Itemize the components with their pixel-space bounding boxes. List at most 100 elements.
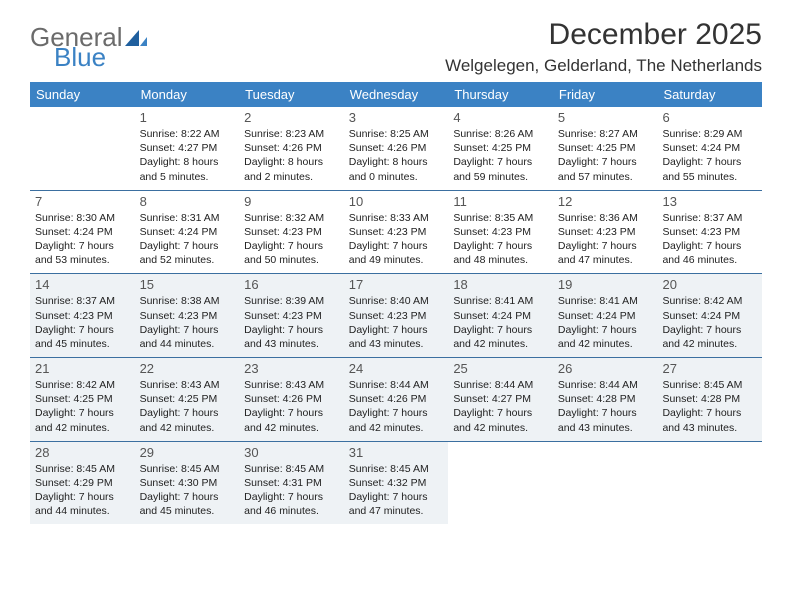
day-number: 17 (349, 277, 444, 292)
calendar-grid: SundayMondayTuesdayWednesdayThursdayFrid… (30, 82, 762, 524)
month-title: December 2025 (445, 18, 762, 52)
day-info: Sunrise: 8:37 AMSunset: 4:23 PMDaylight:… (35, 294, 130, 351)
calendar-day-cell: 9 Sunrise: 8:32 AMSunset: 4:23 PMDaylight… (239, 191, 344, 274)
calendar-day-cell: 16Sunrise: 8:39 AMSunset: 4:23 PMDayligh… (239, 274, 344, 357)
day-info: Sunrise: 8:26 AMSunset: 4:25 PMDaylight:… (453, 127, 548, 184)
day-info: Sunrise: 8:41 AMSunset: 4:24 PMDaylight:… (453, 294, 548, 351)
calendar-day-cell: 5 Sunrise: 8:27 AMSunset: 4:25 PMDaylight… (553, 107, 658, 190)
calendar-day-cell (553, 442, 658, 525)
calendar-day-cell: 24 Sunrise: 8:44 AMSunset: 4:26 PMDayligh… (344, 358, 449, 441)
day-info: Sunrise: 8:45 AMSunset: 4:32 PMDaylight:… (349, 462, 444, 519)
day-number: 5 (558, 110, 653, 125)
day-number: 3 (349, 110, 444, 125)
calendar-day-cell: 20Sunrise: 8:42 AMSunset: 4:24 PMDayligh… (657, 274, 762, 357)
day-info: Sunrise: 8:42 AMSunset: 4:25 PMDaylight:… (35, 378, 130, 435)
day-number: 15 (140, 277, 235, 292)
weekday-header: Sunday (30, 82, 135, 107)
location-text: Welgelegen, Gelderland, The Netherlands (445, 56, 762, 76)
day-info: Sunrise: 8:25 AMSunset: 4:26 PMDaylight:… (349, 127, 444, 184)
day-info: Sunrise: 8:37 AMSunset: 4:23 PMDaylight:… (662, 211, 757, 268)
weekday-header: Tuesday (239, 82, 344, 107)
day-info: Sunrise: 8:29 AMSunset: 4:24 PMDaylight:… (662, 127, 757, 184)
day-number: 28 (35, 445, 130, 460)
day-info: Sunrise: 8:45 AMSunset: 4:30 PMDaylight:… (140, 462, 235, 519)
calendar-day-cell: 31 Sunrise: 8:45 AMSunset: 4:32 PMDayligh… (344, 442, 449, 525)
title-block: December 2025 Welgelegen, Gelderland, Th… (445, 18, 762, 76)
day-number: 22 (140, 361, 235, 376)
day-number: 2 (244, 110, 339, 125)
day-info: Sunrise: 8:35 AMSunset: 4:23 PMDaylight:… (453, 211, 548, 268)
day-info: Sunrise: 8:43 AMSunset: 4:25 PMDaylight:… (140, 378, 235, 435)
day-info: Sunrise: 8:23 AMSunset: 4:26 PMDaylight:… (244, 127, 339, 184)
weekday-header: Friday (553, 82, 658, 107)
calendar-day-cell: 7Sunrise: 8:30 AMSunset: 4:24 PMDaylight… (30, 191, 135, 274)
calendar-day-cell: 30Sunrise: 8:45 AMSunset: 4:31 PMDayligh… (239, 442, 344, 525)
calendar-day-cell: 25 Sunrise: 8:44 AMSunset: 4:27 PMDayligh… (448, 358, 553, 441)
day-number: 21 (35, 361, 130, 376)
weeks-container: 1 Sunrise: 8:22 AMSunset: 4:27 PMDaylight… (30, 107, 762, 524)
calendar-day-cell: 2 Sunrise: 8:23 AMSunset: 4:26 PMDaylight… (239, 107, 344, 190)
calendar-day-cell: 13 Sunrise: 8:37 AMSunset: 4:23 PMDayligh… (657, 191, 762, 274)
weekday-header: Saturday (657, 82, 762, 107)
calendar-day-cell: 27 Sunrise: 8:45 AMSunset: 4:28 PMDayligh… (657, 358, 762, 441)
calendar-day-cell: 21 Sunrise: 8:42 AMSunset: 4:25 PMDayligh… (30, 358, 135, 441)
day-number: 19 (558, 277, 653, 292)
day-info: Sunrise: 8:45 AMSunset: 4:28 PMDaylight:… (662, 378, 757, 435)
calendar-page: General Blue December 2025 Welgelegen, G… (0, 0, 792, 534)
day-number: 13 (662, 194, 757, 209)
calendar-day-cell: 14 Sunrise: 8:37 AMSunset: 4:23 PMDayligh… (30, 274, 135, 357)
day-info: Sunrise: 8:45 AMSunset: 4:31 PMDaylight:… (244, 462, 339, 519)
day-info: Sunrise: 8:45 AMSunset: 4:29 PMDaylight:… (35, 462, 130, 519)
weekday-header: Wednesday (344, 82, 449, 107)
page-header: General Blue December 2025 Welgelegen, G… (30, 18, 762, 76)
calendar-day-cell: 3 Sunrise: 8:25 AMSunset: 4:26 PMDaylight… (344, 107, 449, 190)
calendar-day-cell: 18Sunrise: 8:41 AMSunset: 4:24 PMDayligh… (448, 274, 553, 357)
day-number: 31 (349, 445, 444, 460)
day-number: 29 (140, 445, 235, 460)
weekday-header: Monday (135, 82, 240, 107)
calendar-day-cell (657, 442, 762, 525)
day-info: Sunrise: 8:27 AMSunset: 4:25 PMDaylight:… (558, 127, 653, 184)
day-info: Sunrise: 8:41 AMSunset: 4:24 PMDaylight:… (558, 294, 653, 351)
day-number: 14 (35, 277, 130, 292)
day-number: 1 (140, 110, 235, 125)
calendar-week-row: 28 Sunrise: 8:45 AMSunset: 4:29 PMDayligh… (30, 442, 762, 525)
day-number: 4 (453, 110, 548, 125)
calendar-day-cell: 11 Sunrise: 8:35 AMSunset: 4:23 PMDayligh… (448, 191, 553, 274)
day-info: Sunrise: 8:32 AMSunset: 4:23 PMDaylight:… (244, 211, 339, 268)
calendar-day-cell (30, 107, 135, 190)
day-info: Sunrise: 8:44 AMSunset: 4:27 PMDaylight:… (453, 378, 548, 435)
day-number: 12 (558, 194, 653, 209)
day-number: 9 (244, 194, 339, 209)
day-number: 23 (244, 361, 339, 376)
calendar-day-cell: 1 Sunrise: 8:22 AMSunset: 4:27 PMDaylight… (135, 107, 240, 190)
calendar-day-cell: 26Sunrise: 8:44 AMSunset: 4:28 PMDayligh… (553, 358, 658, 441)
day-number: 20 (662, 277, 757, 292)
calendar-day-cell: 10 Sunrise: 8:33 AMSunset: 4:23 PMDayligh… (344, 191, 449, 274)
day-info: Sunrise: 8:31 AMSunset: 4:24 PMDaylight:… (140, 211, 235, 268)
day-info: Sunrise: 8:44 AMSunset: 4:28 PMDaylight:… (558, 378, 653, 435)
day-info: Sunrise: 8:22 AMSunset: 4:27 PMDaylight:… (140, 127, 235, 184)
day-info: Sunrise: 8:33 AMSunset: 4:23 PMDaylight:… (349, 211, 444, 268)
calendar-week-row: 7Sunrise: 8:30 AMSunset: 4:24 PMDaylight… (30, 191, 762, 275)
day-info: Sunrise: 8:36 AMSunset: 4:23 PMDaylight:… (558, 211, 653, 268)
brand-part2: Blue (54, 44, 147, 70)
day-number: 24 (349, 361, 444, 376)
day-number: 10 (349, 194, 444, 209)
calendar-day-cell: 29 Sunrise: 8:45 AMSunset: 4:30 PMDayligh… (135, 442, 240, 525)
day-number: 8 (140, 194, 235, 209)
calendar-week-row: 14 Sunrise: 8:37 AMSunset: 4:23 PMDayligh… (30, 274, 762, 358)
day-info: Sunrise: 8:39 AMSunset: 4:23 PMDaylight:… (244, 294, 339, 351)
day-info: Sunrise: 8:40 AMSunset: 4:23 PMDaylight:… (349, 294, 444, 351)
calendar-day-cell: 28 Sunrise: 8:45 AMSunset: 4:29 PMDayligh… (30, 442, 135, 525)
day-number: 27 (662, 361, 757, 376)
day-number: 11 (453, 194, 548, 209)
calendar-day-cell: 12 Sunrise: 8:36 AMSunset: 4:23 PMDayligh… (553, 191, 658, 274)
day-number: 25 (453, 361, 548, 376)
calendar-week-row: 1 Sunrise: 8:22 AMSunset: 4:27 PMDaylight… (30, 107, 762, 191)
day-number: 6 (662, 110, 757, 125)
day-info: Sunrise: 8:44 AMSunset: 4:26 PMDaylight:… (349, 378, 444, 435)
weekday-header: Thursday (448, 82, 553, 107)
day-number: 7 (35, 194, 130, 209)
calendar-day-cell: 15Sunrise: 8:38 AMSunset: 4:23 PMDayligh… (135, 274, 240, 357)
